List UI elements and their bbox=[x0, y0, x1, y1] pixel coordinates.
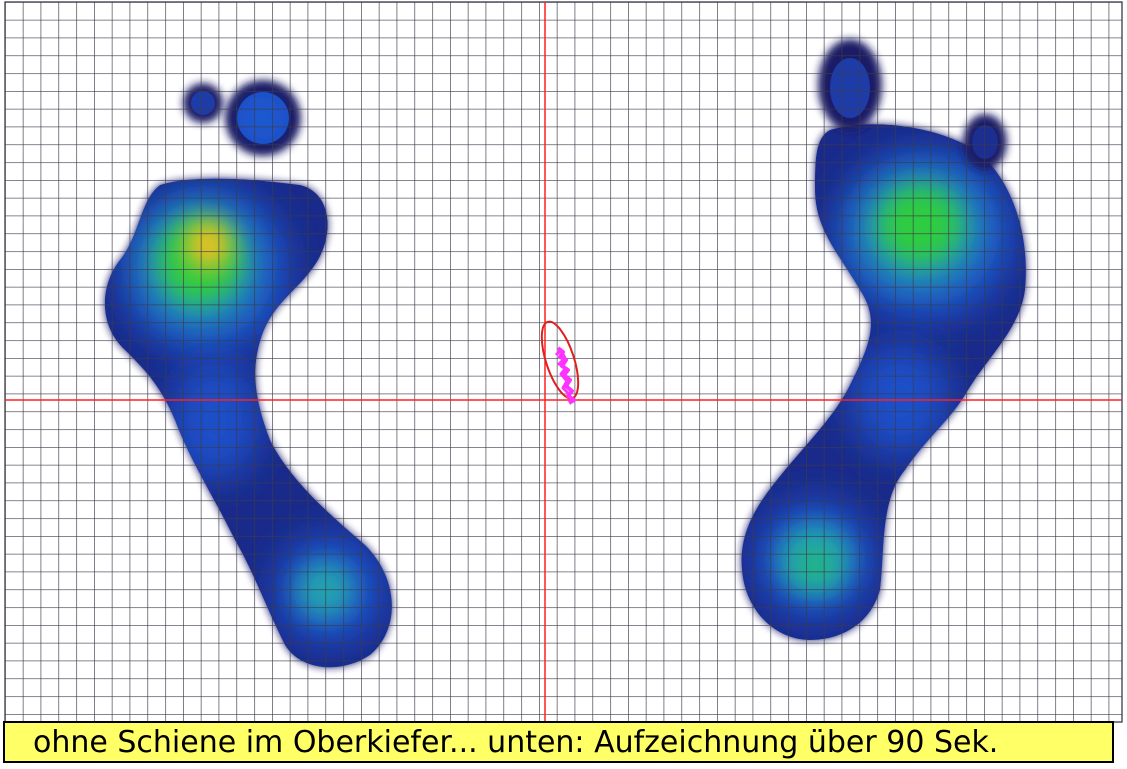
sway-trace bbox=[554, 346, 576, 405]
caption-bar: ohne Schiene im Oberkiefer... unten: Auf… bbox=[3, 721, 1114, 763]
caption-text: ohne Schiene im Oberkiefer... unten: Auf… bbox=[33, 724, 999, 760]
